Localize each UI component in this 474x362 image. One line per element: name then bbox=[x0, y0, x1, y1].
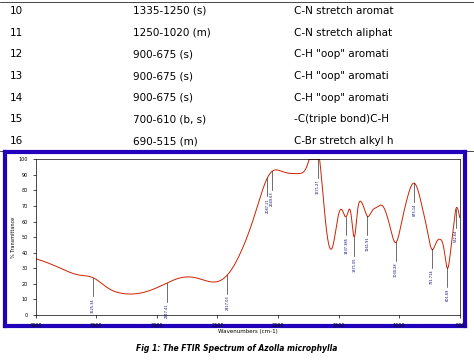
Y-axis label: % Transmittance: % Transmittance bbox=[11, 216, 16, 258]
Text: 900-675 (s): 900-675 (s) bbox=[133, 93, 193, 103]
Text: C-N stretch aromat: C-N stretch aromat bbox=[294, 6, 393, 16]
Text: C-Br stretch alkyl h: C-Br stretch alkyl h bbox=[294, 136, 393, 146]
Text: C-H "oop" aromati: C-H "oop" aromati bbox=[294, 71, 389, 81]
Text: 900-675 (s): 900-675 (s) bbox=[133, 49, 193, 59]
Text: 13: 13 bbox=[9, 71, 23, 81]
Text: 1335-1250 (s): 1335-1250 (s) bbox=[133, 6, 206, 16]
Text: 2417.03: 2417.03 bbox=[226, 295, 229, 310]
Text: 2917.41: 2917.41 bbox=[165, 303, 169, 318]
Text: 1437.385: 1437.385 bbox=[344, 237, 348, 254]
Text: 2049.63: 2049.63 bbox=[270, 192, 274, 206]
Text: 1250-1020 (m): 1250-1020 (m) bbox=[133, 28, 210, 38]
Text: 15: 15 bbox=[9, 114, 23, 125]
Text: 12: 12 bbox=[9, 49, 23, 59]
Text: 3525.34: 3525.34 bbox=[91, 298, 95, 312]
Text: 1371.05: 1371.05 bbox=[352, 257, 356, 272]
Text: 1671.27: 1671.27 bbox=[316, 180, 320, 194]
Text: C-H "oop" aromati: C-H "oop" aromati bbox=[294, 93, 389, 103]
Text: C-N stretch aliphat: C-N stretch aliphat bbox=[294, 28, 392, 38]
Text: 700-610 (b, s): 700-610 (b, s) bbox=[133, 114, 206, 125]
Text: 532.64: 532.64 bbox=[454, 229, 458, 242]
Text: 1030.28: 1030.28 bbox=[393, 263, 398, 277]
Text: 16: 16 bbox=[9, 136, 23, 146]
Text: 900-675 (s): 900-675 (s) bbox=[133, 71, 193, 81]
Text: C-H "oop" aromati: C-H "oop" aromati bbox=[294, 49, 389, 59]
Text: -C(triple bond)C-H: -C(triple bond)C-H bbox=[294, 114, 389, 125]
X-axis label: Wavenumbers (cm-1): Wavenumbers (cm-1) bbox=[218, 329, 278, 334]
Text: 14: 14 bbox=[9, 93, 23, 103]
Text: 601.69: 601.69 bbox=[446, 289, 449, 301]
Text: 11: 11 bbox=[9, 28, 23, 38]
Text: 731.714: 731.714 bbox=[430, 269, 434, 284]
Text: 690-515 (m): 690-515 (m) bbox=[133, 136, 198, 146]
Text: Fig 1: The FTIR Spectrum of Azolla microphylla: Fig 1: The FTIR Spectrum of Azolla micro… bbox=[137, 344, 337, 353]
Text: 875.14: 875.14 bbox=[412, 203, 416, 216]
Text: 2087.11: 2087.11 bbox=[265, 198, 269, 212]
Text: 10: 10 bbox=[9, 6, 23, 16]
Text: 1261.91: 1261.91 bbox=[365, 236, 369, 251]
